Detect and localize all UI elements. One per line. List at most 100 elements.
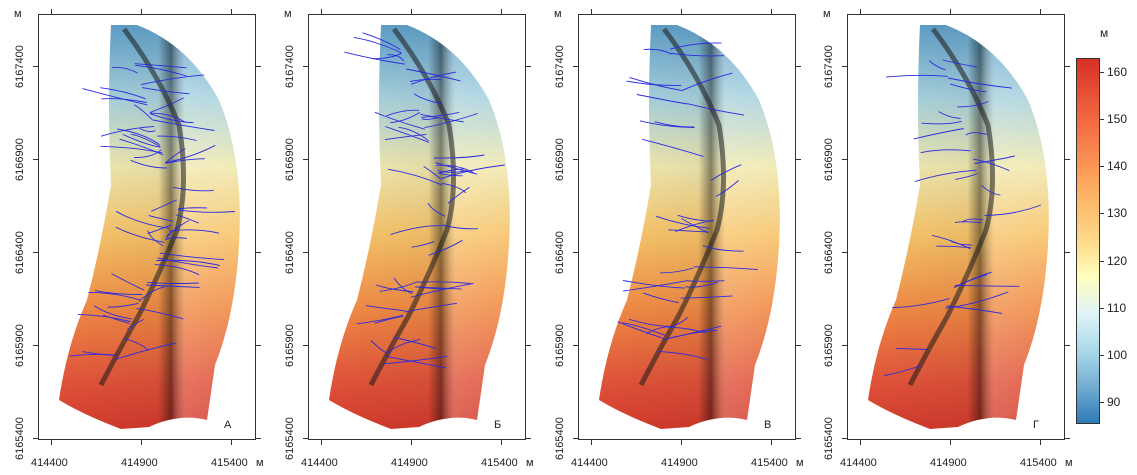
stream-line — [424, 113, 478, 129]
stream-line — [946, 305, 1003, 314]
stream-line — [88, 291, 141, 301]
stream-line — [156, 259, 220, 266]
stream-line — [447, 186, 470, 204]
panel-letter: Г — [1033, 419, 1039, 431]
stream-line — [410, 282, 474, 298]
colorbar-tick — [1100, 166, 1104, 167]
stream-line — [955, 173, 978, 180]
colorbar-tick — [1100, 402, 1104, 403]
stream-line — [168, 229, 220, 234]
colorbar-tick-label: 160 — [1107, 65, 1128, 79]
stream-line — [150, 113, 194, 124]
stream-line — [440, 164, 505, 180]
x-tick-top — [591, 9, 592, 14]
x-tick-top — [501, 9, 502, 14]
stream-line — [147, 230, 163, 246]
stream-line — [77, 313, 131, 323]
stream-line — [356, 314, 404, 325]
stream-line — [134, 104, 153, 120]
y-tick-label: 6166900 — [554, 138, 566, 181]
x-tick-top — [771, 9, 772, 14]
y-tick-label: 6166900 — [14, 138, 26, 181]
stream-line — [130, 159, 168, 169]
x-axis-unit: м — [796, 457, 804, 469]
colorbar-tick-label: 120 — [1107, 254, 1128, 268]
stream-line — [686, 103, 745, 116]
stream-line — [671, 52, 724, 57]
stream-line — [658, 350, 708, 360]
stream-line — [379, 281, 418, 292]
stream-line — [100, 87, 146, 100]
stream-line — [622, 280, 685, 289]
stream-line — [148, 214, 174, 222]
y-tick-right — [526, 345, 531, 346]
y-tick-label: 6166400 — [823, 231, 835, 274]
hillshade — [868, 25, 1049, 429]
stream-line — [435, 162, 478, 175]
y-tick-label: 6165400 — [554, 417, 566, 460]
stream-line — [420, 113, 464, 123]
x-tick-label: 414900 — [661, 457, 698, 469]
y-tick — [842, 159, 847, 160]
stream-line — [142, 87, 190, 95]
x-tick-label: 415400 — [211, 457, 248, 469]
colorbar-tick — [1100, 261, 1104, 262]
x-tick-top — [141, 9, 142, 14]
stream-line — [374, 111, 426, 130]
y-tick-right — [526, 159, 531, 160]
y-tick-label: 6165900 — [284, 324, 296, 367]
x-tick-top — [860, 9, 861, 14]
stream-line — [654, 121, 695, 128]
stream-line — [427, 202, 446, 217]
x-tick-label: 414900 — [121, 457, 158, 469]
stream-line — [115, 210, 171, 229]
stream-line — [149, 112, 186, 123]
stream-line — [111, 273, 145, 291]
stream-line — [928, 60, 946, 71]
y-tick-right — [256, 159, 261, 160]
colorbar-tick-label: 150 — [1107, 112, 1128, 126]
colorbar-tick — [1100, 355, 1104, 356]
x-axis-unit: м — [526, 457, 534, 469]
y-tick-right — [256, 438, 261, 439]
colorbar-tick — [1100, 119, 1104, 120]
x-tick — [231, 440, 232, 445]
stream-line — [178, 207, 208, 210]
y-tick — [33, 438, 38, 439]
stream-line — [421, 111, 460, 118]
stream-line — [382, 355, 448, 365]
stream-line — [687, 280, 725, 282]
y-tick — [303, 345, 308, 346]
stream-line — [413, 93, 443, 105]
y-tick-right — [796, 438, 801, 439]
stream-line — [639, 120, 695, 128]
x-tick-top — [411, 9, 412, 14]
x-tick-label: 415400 — [1020, 457, 1057, 469]
stream-line — [390, 225, 442, 236]
y-axis-unit: м — [823, 8, 831, 20]
stream-line — [441, 182, 467, 194]
stream-line — [949, 239, 973, 246]
y-tick — [303, 159, 308, 160]
stream-line — [165, 158, 205, 164]
stream-line — [428, 239, 463, 256]
stream-line — [159, 252, 225, 261]
y-tick-right — [796, 252, 801, 253]
stream-line — [165, 148, 186, 164]
y-tick — [573, 345, 578, 346]
x-tick-top — [1040, 9, 1041, 14]
y-tick — [33, 345, 38, 346]
stream-line — [954, 274, 988, 288]
y-tick — [33, 159, 38, 160]
stream-line — [100, 145, 163, 154]
stream-line — [126, 319, 144, 331]
x-tick-label: 415400 — [481, 457, 518, 469]
stream-line — [643, 292, 679, 304]
stream-line — [387, 54, 405, 62]
panel-letter: А — [224, 419, 232, 431]
stream-line — [622, 322, 666, 336]
y-tick — [842, 66, 847, 67]
panel-letter: В — [764, 419, 772, 431]
map-panel: м А 6167400 6166900 6166400 6165900 6165400 41… — [0, 0, 270, 475]
x-axis-unit: м — [1065, 457, 1073, 469]
